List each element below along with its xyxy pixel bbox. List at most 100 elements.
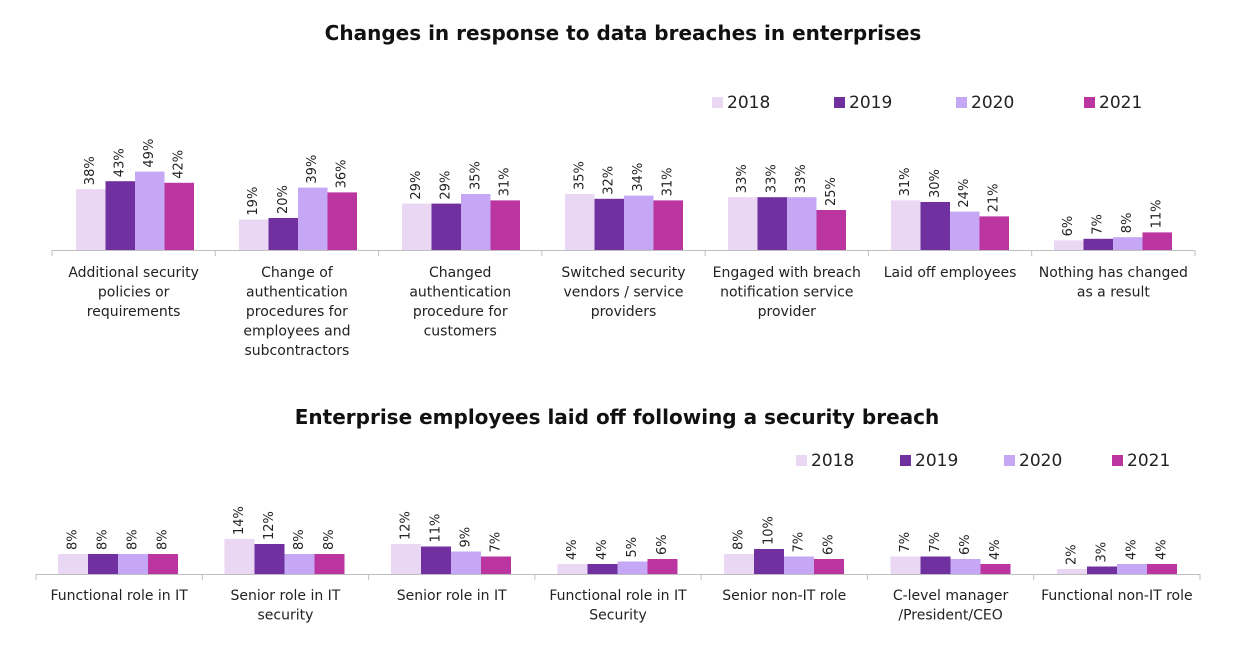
bar-2021-6: [980, 564, 1011, 574]
bar-2020-5: [787, 197, 817, 250]
legend-swatch-2020: [1004, 455, 1015, 466]
bar-2018-7: [1057, 569, 1087, 574]
data-label-2020-5: 7%: [792, 532, 807, 553]
data-label-2019-2: 20%: [276, 185, 291, 214]
data-label-2020-1: 49%: [142, 139, 157, 168]
bar-2020-4: [617, 561, 648, 574]
chart-title-bottom: Enterprise employees laid off following …: [295, 405, 939, 429]
bar-2019-4: [587, 564, 618, 574]
bar-2021-3: [490, 200, 520, 250]
bar-2021-5: [816, 210, 846, 250]
bar-2021-4: [647, 559, 678, 574]
bar-2019-1: [88, 554, 118, 574]
category-label-4: Switched security vendors / service provid…: [561, 265, 685, 320]
bar-2021-7: [1142, 232, 1172, 250]
data-label-2018-6: 31%: [898, 167, 913, 196]
data-label-2019-5: 33%: [765, 164, 780, 193]
legend-swatch-2021: [1084, 97, 1095, 108]
legend-swatch-2018: [796, 455, 807, 466]
data-label-2018-6: 7%: [898, 532, 913, 553]
category-label-1: Functional role in IT: [50, 588, 188, 604]
data-label-2019-4: 32%: [602, 166, 617, 195]
bars-top: 38% 43% 49% 42% 19% 20% 39% 36% 29% 29% 35% 31% 35% 3…: [76, 139, 1172, 250]
bar-2019-7: [1087, 566, 1117, 574]
data-label-2019-3: 29%: [439, 171, 454, 200]
data-label-2018-5: 8%: [732, 529, 747, 550]
data-label-2019-5: 10%: [762, 516, 777, 545]
legend-swatch-2019: [900, 455, 911, 466]
x-axis-top: Additional security policies or requiremen…: [51, 250, 1196, 359]
bar-2021-4: [653, 200, 683, 250]
category-label-6: Laid off employees: [884, 265, 1017, 281]
bar-2019-4: [594, 198, 624, 250]
data-label-2021-1: 42%: [172, 150, 187, 179]
data-label-2021-4: 6%: [655, 534, 670, 555]
legend-bottom: 2018 2019 2020 2021: [796, 451, 1170, 471]
data-label-2021-4: 31%: [661, 167, 676, 196]
data-label-2020-4: 5%: [625, 537, 640, 558]
data-label-2021-3: 7%: [489, 532, 504, 553]
bar-2021-2: [327, 192, 357, 250]
data-label-2020-3: 9%: [459, 527, 474, 548]
bar-2019-6: [920, 556, 951, 574]
bar-2020-2: [284, 554, 315, 574]
data-label-2021-2: 8%: [322, 529, 337, 550]
bar-2019-2: [254, 544, 285, 574]
bar-2020-7: [1113, 237, 1143, 250]
bar-2018-3: [402, 203, 432, 250]
bar-2021-1: [164, 182, 194, 250]
data-label-2018-2: 14%: [232, 506, 247, 535]
category-label-3: Changed authentication procedure for custom…: [409, 265, 511, 340]
data-label-2021-7: 4%: [1155, 539, 1170, 560]
data-label-2018-3: 12%: [399, 511, 414, 540]
bar-2018-3: [391, 544, 421, 574]
bar-2018-2: [239, 219, 269, 250]
data-label-2021-7: 11%: [1150, 199, 1165, 228]
legend-swatch-2020: [956, 97, 967, 108]
legend-top: 2018 2019 2020 2021: [712, 93, 1142, 113]
data-label-2019-7: 7%: [1091, 214, 1106, 235]
bar-2018-6: [890, 556, 921, 574]
data-label-2018-7: 6%: [1061, 216, 1076, 237]
bar-2021-2: [314, 554, 345, 574]
legend-label-2020: 2020: [971, 93, 1014, 113]
bar-2018-6: [891, 200, 921, 250]
chart-title-top: Changes in response to data breaches in …: [325, 21, 922, 45]
data-label-2018-1: 8%: [66, 529, 81, 550]
data-label-2021-6: 21%: [987, 183, 1002, 212]
chart-top: Changes in response to data breaches in …: [51, 21, 1196, 359]
category-label-5: Senior non-IT role: [722, 588, 846, 604]
bar-2020-6: [950, 211, 980, 250]
category-label-2: Senior role in IT security: [230, 588, 340, 624]
data-label-2018-4: 4%: [565, 539, 580, 560]
bar-2021-5: [814, 559, 844, 574]
data-label-2019-3: 11%: [429, 514, 444, 543]
bar-2019-6: [920, 202, 950, 250]
x-axis-bottom: Functional role in IT Senior role in IT se…: [35, 574, 1201, 624]
bar-2020-5: [784, 556, 814, 574]
data-label-2020-1: 8%: [126, 529, 141, 550]
data-label-2019-6: 7%: [928, 532, 943, 553]
bar-2019-7: [1083, 238, 1113, 250]
data-label-2020-3: 35%: [468, 161, 483, 190]
data-label-2019-2: 12%: [262, 511, 277, 540]
bar-2020-4: [624, 195, 654, 250]
bar-2020-6: [950, 559, 981, 574]
chart-bottom: Enterprise employees laid off following …: [35, 405, 1201, 624]
bar-2019-3: [431, 203, 461, 250]
data-label-2021-2: 36%: [335, 159, 350, 188]
bar-2021-6: [979, 216, 1009, 250]
data-label-2020-6: 6%: [958, 534, 973, 555]
data-label-2020-7: 8%: [1120, 213, 1135, 234]
category-label-7: Functional non-IT role: [1041, 588, 1192, 604]
legend-swatch-2019: [834, 97, 845, 108]
data-label-2020-2: 8%: [292, 529, 307, 550]
bar-2021-7: [1147, 564, 1177, 574]
data-label-2020-5: 33%: [794, 164, 809, 193]
legend-label-2019: 2019: [849, 93, 892, 113]
category-label-1: Additional security policies or requiremen…: [68, 265, 199, 320]
bar-2020-1: [135, 171, 165, 250]
bar-2021-1: [148, 554, 178, 574]
legend-swatch-2018: [712, 97, 723, 108]
